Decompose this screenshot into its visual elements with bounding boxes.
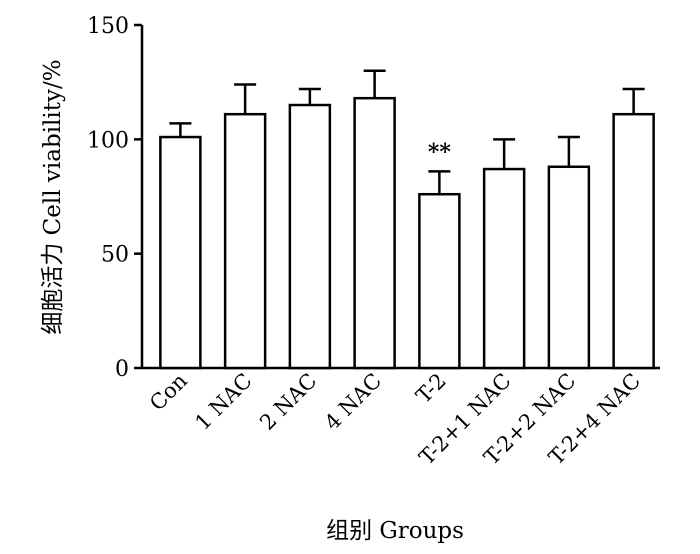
y-axis: 0 50 100 150 — [87, 14, 144, 382]
bar-4 — [418, 192, 461, 370]
category-label-4: T-2 — [411, 369, 450, 408]
annotations: ** — [428, 139, 452, 165]
bar-5 — [482, 167, 526, 370]
category-label-1: 1 NAC — [190, 369, 256, 435]
bar-7 — [612, 112, 655, 370]
bar-3 — [353, 96, 396, 370]
bar-1 — [223, 112, 267, 370]
y-tick-label-0: 0 — [115, 357, 129, 382]
y-tick-label-50: 50 — [101, 243, 129, 268]
bars — [159, 96, 655, 370]
category-label-2: 2 NAC — [255, 369, 321, 435]
y-tick-label-150: 150 — [87, 14, 129, 39]
category-label-3: 4 NAC — [320, 369, 386, 435]
bar-2 — [288, 103, 332, 370]
significance-marker-0: ** — [428, 139, 452, 165]
y-tick-label-100: 100 — [87, 128, 129, 153]
bar-0 — [159, 135, 202, 370]
bar-6 — [547, 165, 591, 370]
y-axis-title: 细胞活力 Cell viability/% — [40, 59, 66, 334]
error-bars — [169, 69, 645, 195]
category-label-0: Con — [145, 369, 192, 416]
x-axis-title: 组别 Groups — [326, 518, 464, 544]
